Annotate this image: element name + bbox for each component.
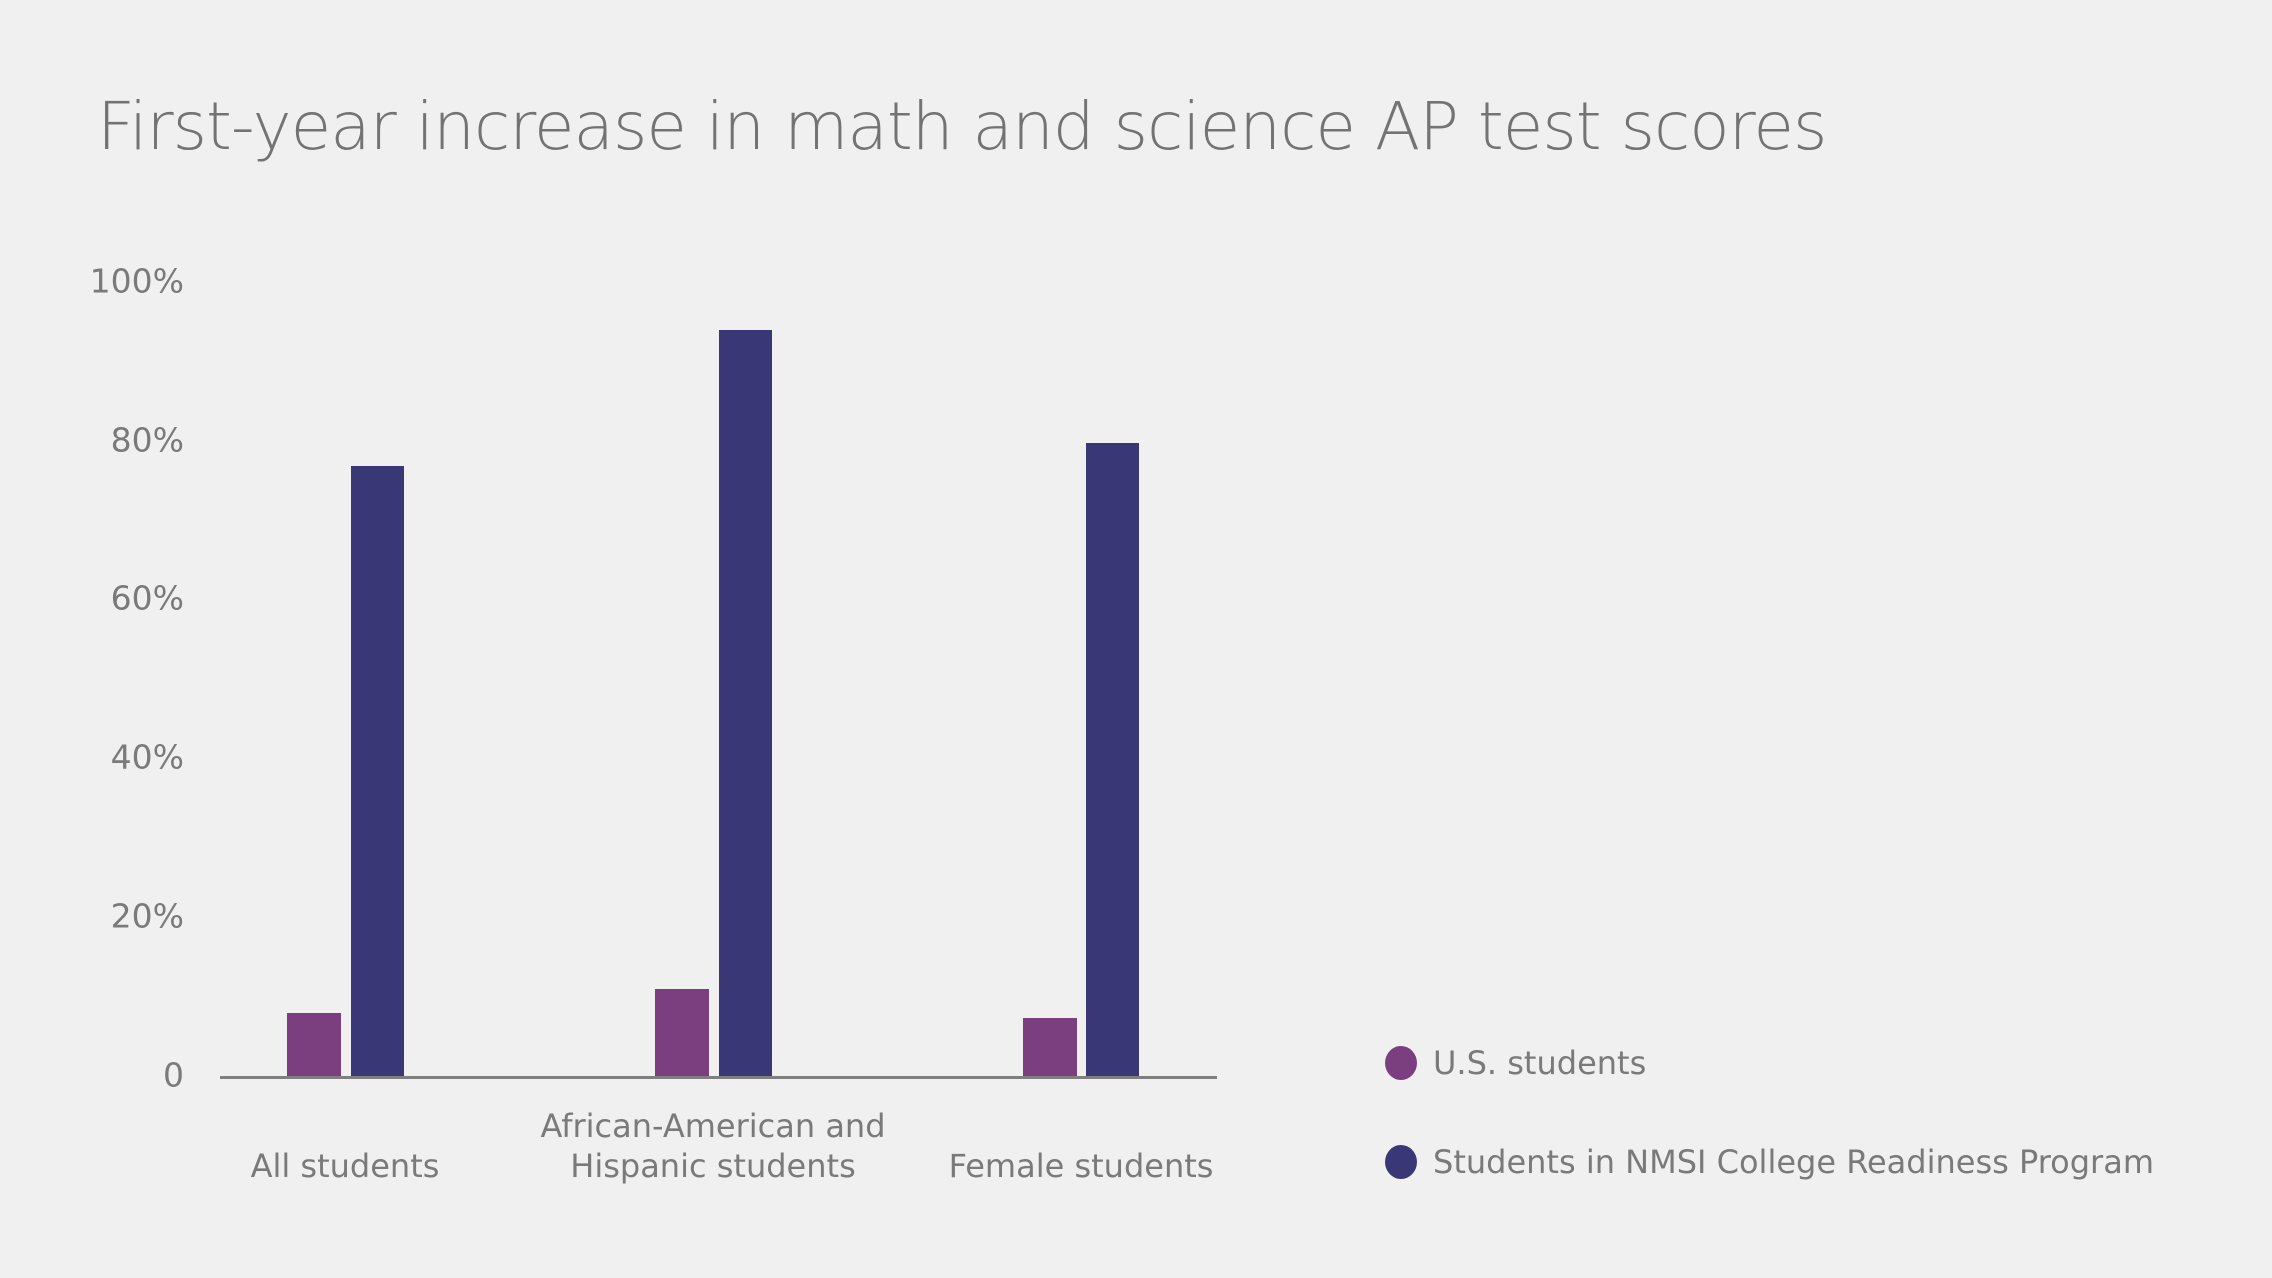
bar-us-african-american-hispanic <box>655 989 709 1077</box>
legend-item-us-students: U.S. students <box>1385 1044 1646 1082</box>
bar-nmsi-african-american-hispanic <box>719 330 772 1077</box>
bar-us-all-students <box>287 1013 341 1077</box>
y-tick-label: 20% <box>110 896 184 936</box>
legend-item-nmsi-students: Students in NMSI College Readiness Progr… <box>1385 1143 2154 1181</box>
legend-swatch-icon <box>1385 1145 1417 1179</box>
category-text: Female students <box>948 1147 1214 1185</box>
chart-title: First-year increase in math and science … <box>97 88 1827 165</box>
legend-label: Students in NMSI College Readiness Progr… <box>1433 1143 2154 1181</box>
category-text-line1: African-American and <box>540 1107 886 1145</box>
bar-us-female-students <box>1023 1018 1077 1077</box>
bar-nmsi-female-students <box>1086 443 1139 1077</box>
category-text-line2: Hispanic students <box>570 1147 856 1185</box>
x-axis-line <box>220 1076 1217 1079</box>
x-category-label: Female students <box>949 1146 1214 1186</box>
y-tick-label: 60% <box>110 578 184 618</box>
legend-swatch-icon <box>1385 1046 1417 1080</box>
y-tick-label: 80% <box>110 420 184 460</box>
category-text: All students <box>250 1147 440 1185</box>
bar-nmsi-all-students <box>351 466 404 1077</box>
legend-label: U.S. students <box>1433 1044 1647 1082</box>
x-category-label: All students <box>251 1146 440 1186</box>
y-tick-label: 0 <box>163 1055 184 1095</box>
y-tick-label: 40% <box>110 737 184 777</box>
y-tick-label: 100% <box>89 261 184 301</box>
x-category-label: African-American and Hispanic students <box>540 1106 885 1186</box>
